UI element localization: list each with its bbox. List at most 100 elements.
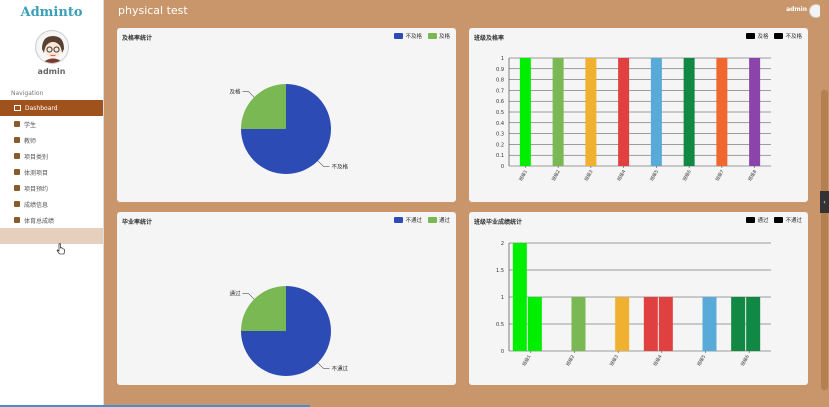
- bar-3-0[interactable]: [643, 297, 658, 351]
- list-icon: [14, 153, 20, 159]
- bar-5[interactable]: [683, 58, 695, 166]
- y-tick-label: 1: [501, 295, 504, 301]
- bar-1[interactable]: [552, 58, 564, 166]
- sidebar-item-booking[interactable]: 项目预约: [0, 180, 103, 196]
- x-tick-label: 班级2: [550, 168, 562, 182]
- panel-grad-rate: 不通过 通过 毕业率统计 不通过 通过: [117, 212, 456, 385]
- bar-1-1[interactable]: [571, 297, 586, 351]
- x-tick-label: 班级3: [608, 353, 620, 367]
- panel-title: 班级及格率: [474, 35, 505, 42]
- pie-slice-1[interactable]: [241, 84, 286, 129]
- sidebar-item-scores[interactable]: 成绩信息: [0, 196, 103, 212]
- y-tick-label: 0.4: [496, 121, 504, 127]
- y-tick-label: 0.2: [496, 142, 504, 148]
- y-tick-label: 0.9: [496, 67, 504, 73]
- progress-bar: [0, 405, 310, 407]
- panel-pass-rate: 不及格 及格 及格率统计 不及格 及格: [117, 28, 456, 202]
- legend: 及格 不及格: [746, 32, 802, 40]
- x-tick-label: 班级5: [648, 168, 660, 182]
- pie-label-line: [317, 160, 330, 167]
- bar-0-0[interactable]: [512, 243, 527, 351]
- legend-item-not-passed[interactable]: 不通过: [394, 216, 422, 224]
- bar-7[interactable]: [749, 58, 761, 166]
- x-tick-label: 班级6: [739, 353, 751, 367]
- sidebar-item-label: 体测项目: [24, 169, 49, 177]
- bar-0[interactable]: [519, 58, 531, 166]
- y-tick-label: 0.5: [496, 110, 504, 116]
- y-tick-label: 0.8: [496, 78, 504, 84]
- panel-title: 毕业率统计: [122, 219, 153, 226]
- avatar[interactable]: [34, 30, 69, 64]
- nav-section-title: Navigation: [11, 90, 44, 97]
- pie-label: 及格: [230, 88, 242, 96]
- bar-2[interactable]: [585, 58, 597, 166]
- legend-item-fail[interactable]: 不及格: [774, 32, 802, 40]
- legend-item-fail[interactable]: 不及格: [394, 32, 422, 40]
- x-tick-label: 班级1: [517, 168, 529, 182]
- sidebar-item-students[interactable]: 学生: [0, 116, 103, 132]
- legend-item-passed[interactable]: 通过: [746, 216, 768, 224]
- pie-label-line: [317, 362, 330, 369]
- bar-5-1[interactable]: [746, 297, 761, 351]
- pie-label: 不通过: [331, 364, 348, 372]
- top-header: physical test admin: [104, 0, 829, 24]
- sidebar-item-hovered[interactable]: [0, 228, 103, 244]
- panel-title: 班级毕业成绩统计: [474, 219, 523, 226]
- y-tick-label: 1.5: [496, 268, 504, 274]
- x-tick-label: 班级1: [521, 353, 533, 367]
- sidebar-item-categories[interactable]: 项目类别: [0, 148, 103, 164]
- sidebar-item-test-items[interactable]: 体测项目: [0, 164, 103, 180]
- sidebar-item-label: 项目类别: [24, 153, 49, 161]
- sidebar-item-label: 学生: [24, 121, 37, 129]
- chart-icon: [14, 137, 20, 143]
- sidebar-item-dashboard[interactable]: Dashboard: [0, 100, 103, 116]
- panel-class-pass-rate: 0 0.1 0.2 0.3 0.4 0.5 0.6 0.7 0.8 0.9 1 班级1 班级2 班级3 班级…: [469, 28, 808, 202]
- bar-5-0[interactable]: [731, 297, 746, 351]
- panel-title: 及格率统计: [122, 35, 153, 42]
- class-pass-rate-bar-chart: 0 0.1 0.2 0.3 0.4 0.5 0.6 0.7 0.8 0.9 1 班级1 班级2 班级3 班级…: [496, 56, 771, 182]
- x-tick-label: 班级4: [615, 168, 627, 182]
- legend-item-passed[interactable]: 通过: [427, 216, 450, 224]
- panel-class-grad: 0 0.5 1 1.5 2 班级1 班级2 班级3 班级4 班级5 班级6 班级毕业成绩统计 通过 …: [469, 212, 808, 385]
- y-tick-label: 0.5: [496, 322, 504, 328]
- briefcase-icon: [14, 185, 20, 191]
- sidebar: Adminto admin Navigation Dashboard 学生 教师…: [0, 0, 104, 407]
- bar-2-1[interactable]: [615, 297, 630, 351]
- y-tick-label: 0: [501, 164, 504, 170]
- bar-6[interactable]: [716, 58, 728, 166]
- sidebar-item-total-scores[interactable]: 体育总成绩: [0, 212, 103, 228]
- page-title: physical test: [118, 4, 188, 17]
- y-tick-label: 0: [501, 349, 504, 355]
- pie-label-line: [242, 91, 255, 98]
- x-tick-label: 班级7: [714, 168, 726, 182]
- scrollbar-thumb[interactable]: [821, 90, 828, 390]
- pie-label: 通过: [230, 290, 242, 298]
- legend-item-pass[interactable]: 及格: [746, 32, 768, 40]
- brand-logo[interactable]: Adminto: [20, 4, 83, 20]
- class-grad-bar-chart: 0 0.5 1 1.5 2 班级1 班级2 班级3 班级4 班级5 班级6: [496, 241, 771, 367]
- x-tick-label: 班级8: [746, 168, 758, 182]
- flag-icon: [14, 201, 20, 207]
- home-icon: [14, 105, 21, 111]
- chart-icon: [14, 121, 20, 127]
- y-tick-label: 0.1: [496, 153, 504, 159]
- y-tick-label: 0.6: [496, 99, 504, 105]
- bar-4-1[interactable]: [702, 297, 717, 351]
- sidebar-item-label: 项目预约: [24, 185, 49, 193]
- x-tick-label: 班级6: [681, 168, 693, 182]
- x-tick-label: 班级2: [564, 353, 576, 367]
- bar-4[interactable]: [650, 58, 662, 166]
- chevron-left-icon[interactable]: ‹: [820, 191, 829, 213]
- legend-item-not-passed[interactable]: 不通过: [774, 216, 802, 224]
- bar-3-1[interactable]: [658, 297, 673, 351]
- legend-item-pass[interactable]: 及格: [427, 32, 450, 40]
- bar-0-1[interactable]: [527, 297, 542, 351]
- x-tick-label: 班级4: [652, 353, 664, 367]
- header-username[interactable]: admin: [786, 6, 807, 13]
- y-tick-label: 0.7: [496, 88, 504, 94]
- pie-slice-1[interactable]: [241, 286, 286, 331]
- bar-3[interactable]: [618, 58, 630, 166]
- user-name: admin: [37, 67, 66, 76]
- x-tick-label: 班级5: [695, 353, 707, 367]
- sidebar-item-teachers[interactable]: 教师: [0, 132, 103, 148]
